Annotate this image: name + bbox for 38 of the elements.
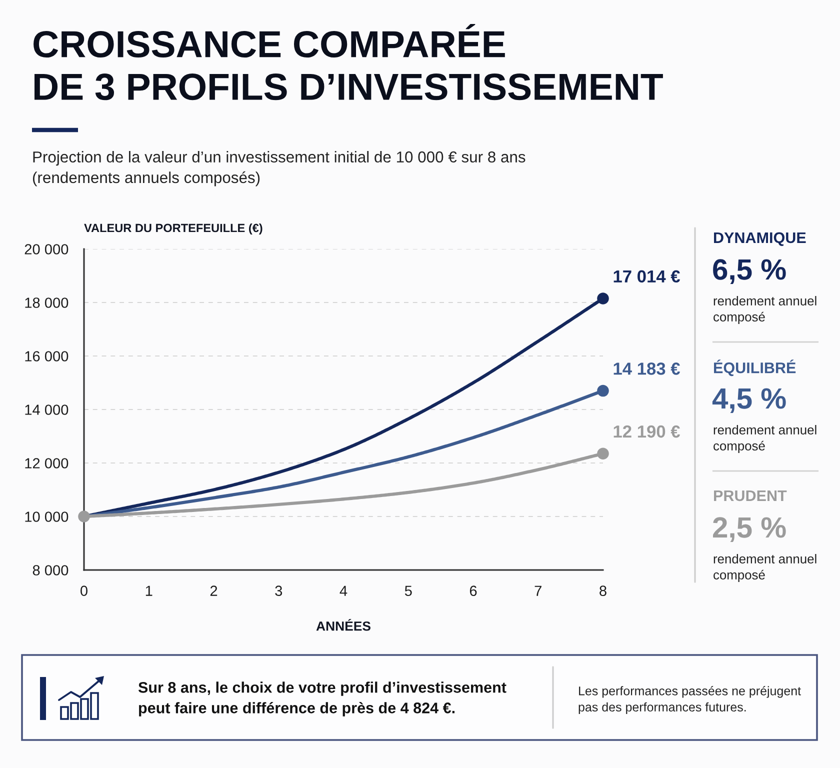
x-tick-label: 6 — [470, 586, 477, 596]
x-axis-title: ANNÉES — [316, 618, 370, 631]
chart-title: CROISSANCE COMPARÉE DE 3 PROFILS D’INVESTISSEMENT — [34, 24, 663, 100]
y-tick-label: 8 000 — [32, 565, 68, 576]
y-axis-title: VALEUR DU PORTEFEUILLE (€) — [84, 223, 262, 234]
point — [597, 292, 609, 304]
text: 2,5 % — [713, 517, 786, 542]
text: DYNAMIQUE — [714, 232, 806, 246]
x-tick-label: 4 — [340, 586, 348, 596]
text: ÉQUILIBRÉ — [714, 360, 796, 376]
x-tick-label: 8 — [600, 586, 606, 596]
point — [78, 510, 90, 522]
text: PRUDENT — [714, 490, 787, 502]
text: rendement annuel composé — [714, 554, 816, 582]
text: 4,5 % — [712, 388, 786, 414]
x-tick-label: 3 — [275, 586, 282, 596]
text: rendement annuel composé — [714, 296, 816, 324]
x-tick-label: 0 — [80, 586, 88, 596]
x-tick-label: 1 — [146, 586, 152, 596]
chart-subtitle: Projection de la valeur d’un investissement initial de 10 000 € sur 8 ans (rendements annuels composés) — [32, 151, 526, 186]
y-tick-label: 14 000 — [25, 404, 68, 415]
text: Les performances passées ne préjugent pas des performances futures. — [578, 686, 801, 714]
x-tick-label: 5 — [404, 586, 412, 596]
y-tick-label: 10 000 — [25, 512, 68, 522]
x-tick-label: 7 — [534, 586, 542, 596]
x-tick-label: 2 — [210, 586, 218, 596]
text: rendement annuel composé — [714, 425, 816, 454]
text: 12 190 € — [614, 425, 680, 438]
text: 14 183 € — [614, 362, 680, 375]
text: 6,5 % — [713, 259, 786, 284]
y-tick-label: 16 000 — [25, 351, 68, 362]
point — [597, 448, 609, 460]
text: 17 014 € — [614, 270, 680, 283]
point — [597, 384, 609, 397]
y-tick-label: 20 000 — [24, 244, 68, 254]
y-tick-label: 18 000 — [25, 298, 68, 308]
text: Sur 8 ans, le choix de votre profil d’investissement peut faire une différence de près de 4 824 €. — [138, 682, 506, 716]
y-tick-label: 12 000 — [25, 458, 68, 468]
